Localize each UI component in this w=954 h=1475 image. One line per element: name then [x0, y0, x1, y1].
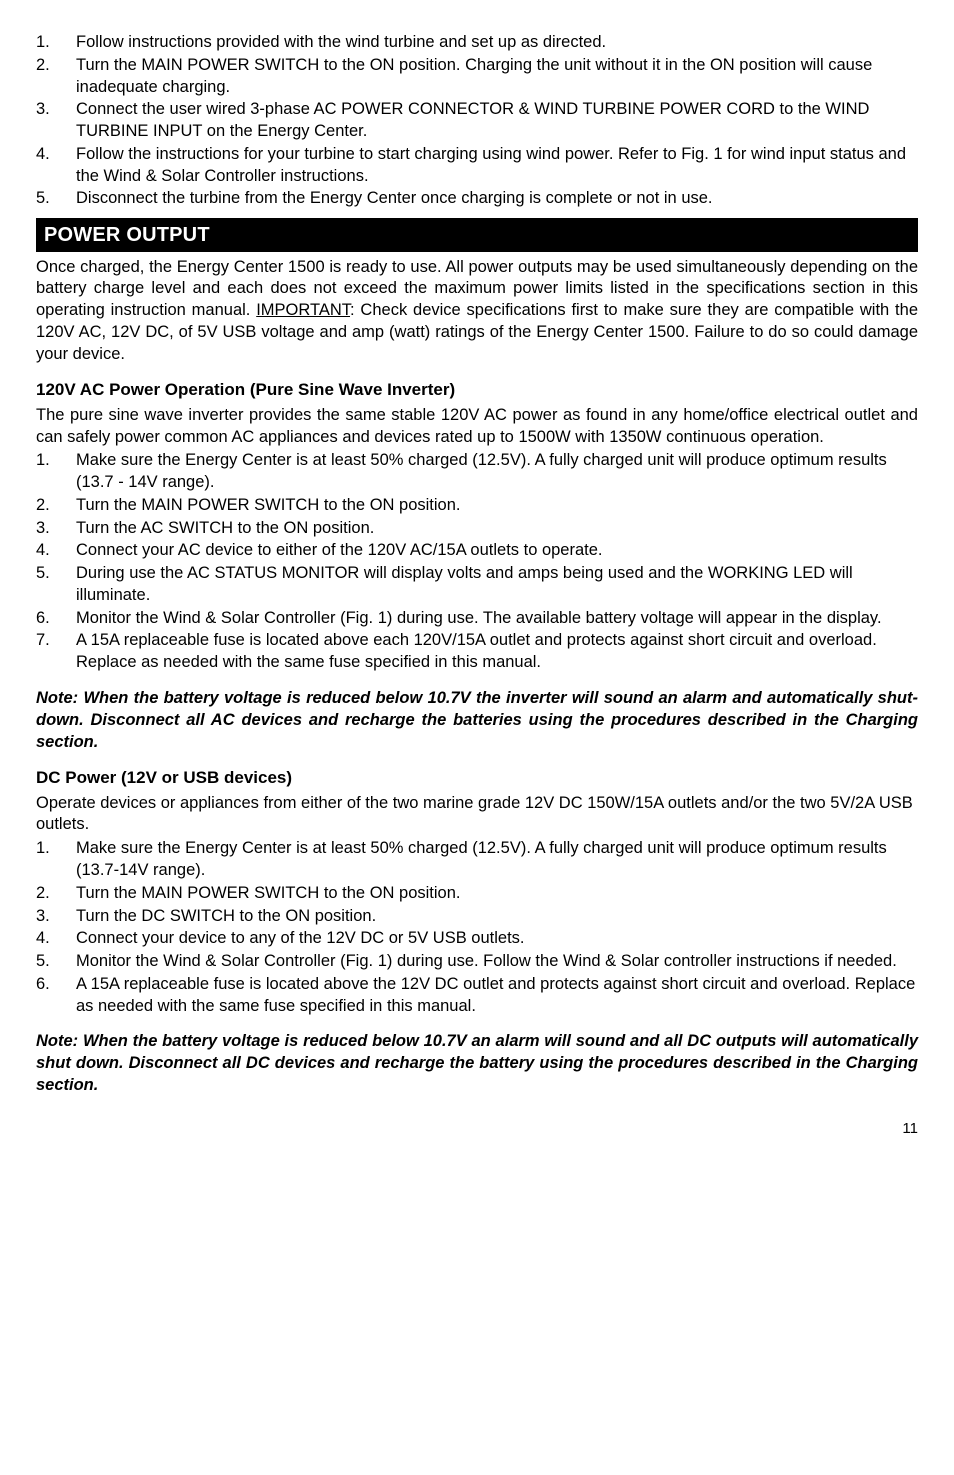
dc-heading: DC Power (12V or USB devices): [36, 767, 918, 789]
list-item: 5.During use the AC STATUS MONITOR will …: [36, 563, 918, 607]
list-item: 2.Turn the MAIN POWER SWITCH to the ON p…: [36, 55, 918, 99]
list-text: During use the AC STATUS MONITOR will di…: [76, 563, 918, 607]
list-text: Connect your device to any of the 12V DC…: [76, 928, 918, 950]
list-number: 1.: [36, 450, 76, 494]
power-output-intro: Once charged, the Energy Center 1500 is …: [36, 257, 918, 366]
list-text: Follow the instructions for your turbine…: [76, 144, 918, 188]
list-number: 2.: [36, 495, 76, 517]
list-number: 2.: [36, 55, 76, 99]
list-text: Turn the MAIN POWER SWITCH to the ON pos…: [76, 55, 918, 99]
list-text: Make sure the Energy Center is at least …: [76, 450, 918, 494]
list-text: Disconnect the turbine from the Energy C…: [76, 188, 918, 210]
list-item: 1.Make sure the Energy Center is at leas…: [36, 838, 918, 882]
dc-intro: Operate devices or appliances from eithe…: [36, 793, 918, 837]
list-text: A 15A replaceable fuse is located above …: [76, 630, 918, 674]
list-number: 4.: [36, 540, 76, 562]
list-text: Monitor the Wind & Solar Controller (Fig…: [76, 608, 918, 630]
list-number: 3.: [36, 906, 76, 928]
list-text: Turn the MAIN POWER SWITCH to the ON pos…: [76, 495, 918, 517]
list-item: 2.Turn the MAIN POWER SWITCH to the ON p…: [36, 883, 918, 905]
ac-heading: 120V AC Power Operation (Pure Sine Wave …: [36, 379, 918, 401]
list-number: 2.: [36, 883, 76, 905]
list-text: Make sure the Energy Center is at least …: [76, 838, 918, 882]
list-item: 3.Turn the DC SWITCH to the ON position.: [36, 906, 918, 928]
list-number: 6.: [36, 608, 76, 630]
list-item: 6.A 15A replaceable fuse is located abov…: [36, 974, 918, 1018]
list-item: 2.Turn the MAIN POWER SWITCH to the ON p…: [36, 495, 918, 517]
list-number: 3.: [36, 518, 76, 540]
list-text: Connect the user wired 3-phase AC POWER …: [76, 99, 918, 143]
ac-intro: The pure sine wave inverter provides the…: [36, 405, 918, 449]
list-number: 5.: [36, 188, 76, 210]
list-text: A 15A replaceable fuse is located above …: [76, 974, 918, 1018]
list-number: 7.: [36, 630, 76, 674]
list-number: 4.: [36, 144, 76, 188]
list-number: 3.: [36, 99, 76, 143]
page-number: 11: [36, 1119, 918, 1139]
list-number: 6.: [36, 974, 76, 1018]
power-output-header: POWER OUTPUT: [36, 218, 918, 251]
list-text: Turn the DC SWITCH to the ON position.: [76, 906, 918, 928]
list-number: 4.: [36, 928, 76, 950]
list-number: 5.: [36, 563, 76, 607]
list-item: 7.A 15A replaceable fuse is located abov…: [36, 630, 918, 674]
list-item: 1.Follow instructions provided with the …: [36, 32, 918, 54]
ac-note: Note: When the battery voltage is reduce…: [36, 688, 918, 753]
list-item: 3.Turn the AC SWITCH to the ON position.: [36, 518, 918, 540]
dc-instruction-list: 1.Make sure the Energy Center is at leas…: [36, 838, 918, 1017]
list-item: 1.Make sure the Energy Center is at leas…: [36, 450, 918, 494]
ac-instruction-list: 1.Make sure the Energy Center is at leas…: [36, 450, 918, 674]
list-item: 4.Follow the instructions for your turbi…: [36, 144, 918, 188]
list-item: 6.Monitor the Wind & Solar Controller (F…: [36, 608, 918, 630]
list-text: Connect your AC device to either of the …: [76, 540, 918, 562]
dc-note: Note: When the battery voltage is reduce…: [36, 1031, 918, 1096]
intro-important: IMPORTANT: [256, 301, 350, 319]
list-item: 3.Connect the user wired 3-phase AC POWE…: [36, 99, 918, 143]
top-instruction-list: 1.Follow instructions provided with the …: [36, 32, 918, 210]
list-item: 5.Monitor the Wind & Solar Controller (F…: [36, 951, 918, 973]
list-item: 4.Connect your AC device to either of th…: [36, 540, 918, 562]
list-text: Turn the AC SWITCH to the ON position.: [76, 518, 918, 540]
list-text: Turn the MAIN POWER SWITCH to the ON pos…: [76, 883, 918, 905]
list-text: Monitor the Wind & Solar Controller (Fig…: [76, 951, 918, 973]
list-item: 4.Connect your device to any of the 12V …: [36, 928, 918, 950]
list-text: Follow instructions provided with the wi…: [76, 32, 918, 54]
list-number: 1.: [36, 32, 76, 54]
list-item: 5.Disconnect the turbine from the Energy…: [36, 188, 918, 210]
list-number: 1.: [36, 838, 76, 882]
list-number: 5.: [36, 951, 76, 973]
